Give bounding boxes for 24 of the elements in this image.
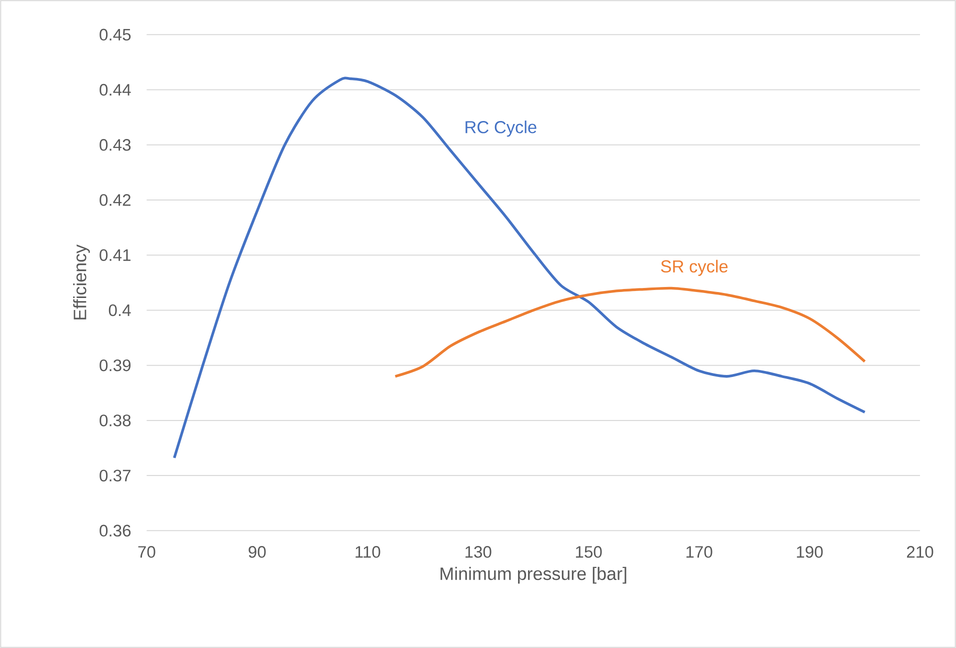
y-tick-label: 0.36 [100,524,131,537]
line-series [172,77,866,460]
y-tick-label: 0.37 [100,470,130,482]
y-tick-label: 0.43 [100,139,131,151]
series-label: RC Cycle [466,120,536,137]
y-tick-label: 0.44 [100,84,131,96]
x-tick-label: 70 [138,546,156,558]
line-series [394,286,866,378]
y-tick-label: 0.38 [100,414,131,426]
y-axis-title: Efficiency [73,244,90,320]
y-tick-label: 0.41 [100,249,130,261]
x-axis-title: Minimum pressure [bar] [440,566,626,584]
y-tick-label: 0.4 [108,304,131,316]
y-tick-label: 0.45 [100,28,131,41]
x-tick-label: 90 [248,546,266,558]
y-tick-label: 0.39 [100,359,131,372]
series-label: SR cycle [661,260,728,276]
x-tick-label: 170 [686,546,712,558]
y-tick-label: 0.42 [100,194,130,206]
x-tick-label: 130 [466,546,492,558]
x-tick-label: 190 [796,546,823,558]
x-tick-label: 150 [576,546,602,558]
x-tick-label: 210 [906,546,934,558]
x-tick-label: 110 [356,546,380,558]
